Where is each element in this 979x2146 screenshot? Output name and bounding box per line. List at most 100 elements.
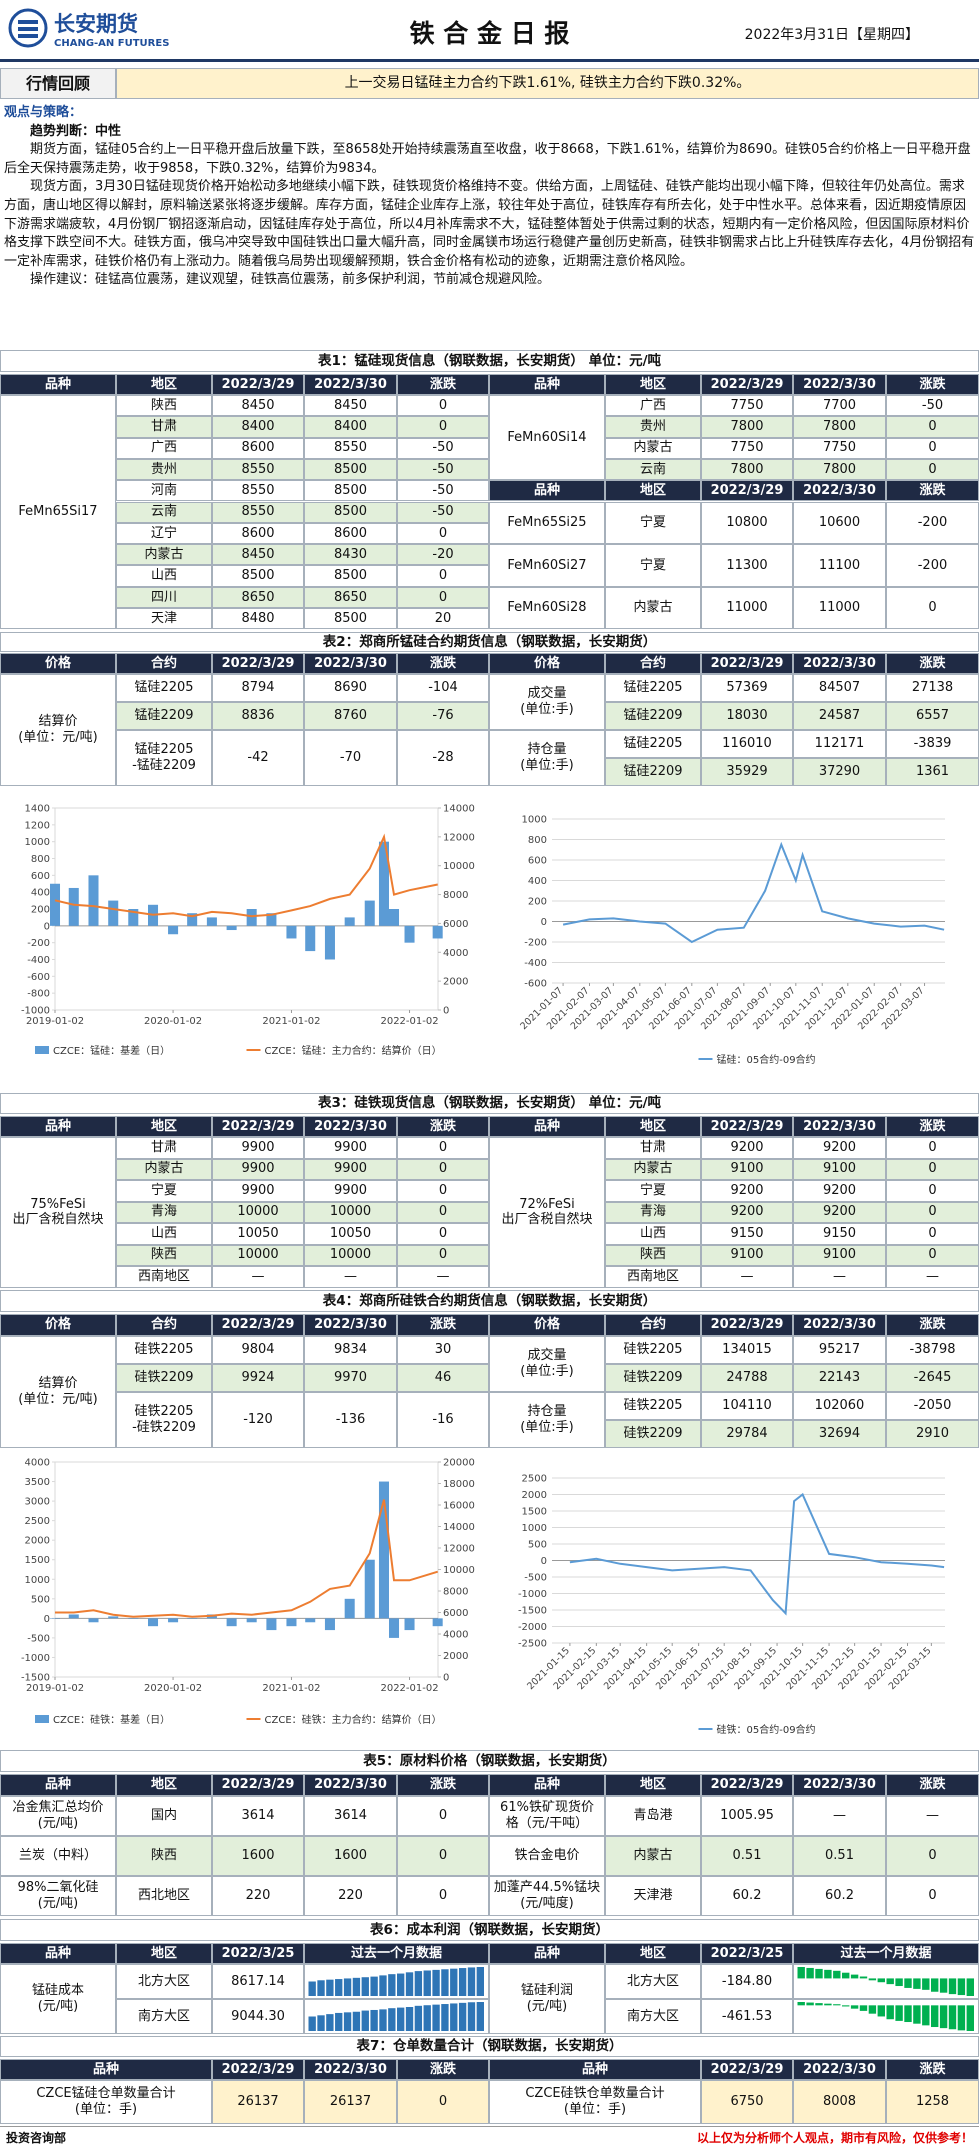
table-header: 品种	[0, 1943, 116, 1964]
value-cell: 天津港	[605, 1876, 701, 1916]
spark-bar	[361, 2010, 369, 2031]
value-cell: 0	[886, 416, 979, 438]
spark-bar	[352, 2011, 361, 2031]
value-cell: 1005.95	[701, 1796, 793, 1836]
bar	[68, 887, 79, 926]
value-cell: 9900	[304, 1158, 397, 1180]
value-cell: 35929	[701, 758, 793, 786]
bar	[246, 1618, 257, 1623]
footer-disclaimer: 以上仅为分析师个人观点，期市有风险，仅供参考！	[696, 2131, 973, 2145]
spark-bar	[370, 1976, 378, 1996]
value-cell: 9150	[793, 1223, 886, 1245]
y-tick-label: 4000	[25, 1458, 50, 1469]
value-cell: 32694	[793, 1420, 886, 1448]
value-cell: 6557	[886, 702, 979, 730]
name-cell: 甘肃	[116, 416, 212, 438]
name-cell: 山西	[116, 1223, 212, 1245]
spark-bar	[966, 1978, 974, 1996]
x-tick-label: 2020-01-02	[144, 1683, 202, 1694]
sparkline-cell	[793, 1999, 979, 2034]
value-cell: 8500	[304, 458, 397, 481]
table-header: 地区	[605, 480, 701, 502]
spark-bar	[824, 2003, 832, 2006]
value-cell: -50	[397, 501, 489, 523]
bar	[378, 841, 389, 926]
name-cell: 内蒙古	[605, 1158, 701, 1180]
logo-english: CHANG-AN FUTURES	[54, 38, 170, 49]
report-title: 铁 合 金 日 报	[409, 19, 570, 48]
value-cell: 8008	[793, 2080, 886, 2124]
chart: -600-400-200020040060080010002021-01-072…	[518, 815, 945, 1066]
value-cell: 1600	[304, 1836, 397, 1876]
y-tick-label: 1500	[522, 1507, 547, 1518]
value-cell: 0	[886, 1180, 979, 1202]
value-cell: -42	[212, 730, 304, 786]
table-header: 品种	[0, 1774, 116, 1796]
table-header: 品种	[489, 374, 605, 395]
value-cell: 11000	[793, 586, 886, 630]
value-cell: 9900	[212, 1137, 304, 1159]
value-cell: 8400	[212, 416, 304, 438]
bar	[378, 1481, 389, 1619]
spark-bar	[850, 1974, 859, 1979]
value-cell: 11300	[701, 544, 793, 587]
y-tick-label: -600	[27, 972, 50, 983]
value-cell: 0	[886, 1201, 979, 1223]
name-cell: 锰硅2205	[605, 730, 701, 758]
y2-tick-label: 2000	[443, 1651, 468, 1662]
name-cell: 西南地区	[116, 1266, 212, 1288]
legend-swatch	[35, 1046, 49, 1054]
value-cell: 西北地区	[116, 1876, 212, 1916]
spark-bar	[886, 2005, 894, 2020]
y-tick-label: -1000	[21, 1653, 50, 1664]
value-cell: 0	[397, 1796, 489, 1836]
value-cell: 116010	[701, 730, 793, 758]
bar	[266, 913, 277, 926]
spark-bar	[458, 2002, 467, 2031]
spark-bar	[308, 1981, 316, 1996]
spark-bar	[957, 1978, 966, 1996]
report-header: 长安期货 CHANG-AN FUTURES 铁 合 金 日 报 2022年3月3…	[0, 0, 979, 62]
spark-bar	[326, 2014, 334, 2031]
value-cell: 9834	[304, 1336, 397, 1364]
value-cell: 7750	[793, 437, 886, 459]
spark-bar	[922, 1978, 930, 1990]
spark-bar	[842, 2005, 850, 2007]
value-cell: 8500	[304, 480, 397, 502]
legend-label: CZCE：硅铁：主力合约：结算价（日）	[265, 1713, 442, 1726]
value-cell: 0	[397, 1180, 489, 1202]
value-cell: —	[886, 1266, 979, 1288]
name-cell: 贵州	[605, 416, 701, 438]
table-header: 品种	[0, 374, 116, 395]
name-cell: 陕西	[605, 1244, 701, 1266]
table-title: 表3：硅铁现货信息（钢联数据，长安期货） 单位：元/吨	[0, 1093, 979, 1114]
value-cell: 9900	[304, 1180, 397, 1202]
name-cell: 青海	[116, 1201, 212, 1223]
value-cell: 8760	[304, 702, 397, 730]
value-cell: 国内	[116, 1796, 212, 1836]
value-cell: -50	[397, 437, 489, 459]
sparkline-cell	[793, 1964, 979, 1999]
y-tick-label: 1400	[25, 804, 50, 815]
spark-bar	[931, 1978, 939, 1992]
chart: -1000 -800 -600 -400 -200 0 200 400 600 800 1000 12…	[21, 804, 475, 1058]
table-header: 2022/3/30	[793, 1116, 886, 1137]
table-header: 涨跌	[397, 374, 489, 395]
line-series	[562, 841, 945, 944]
spark-bar	[441, 1969, 449, 1996]
table-header: 2022/3/29	[212, 653, 304, 674]
name-cell: 硅铁2205	[605, 1336, 701, 1364]
y-tick-label: 0	[541, 917, 547, 928]
row-label: 61%铁矿现货价 格（元/干吨）	[489, 1796, 605, 1836]
table-header: 价格	[0, 1314, 116, 1336]
table-header: 地区	[116, 1774, 212, 1796]
trend-judgement: 趋势判断：中性	[30, 123, 122, 139]
value-cell: 0	[397, 1836, 489, 1876]
table-header: 地区	[116, 374, 212, 395]
row-label: FeMn65Si25	[489, 501, 605, 545]
value-cell: 10000	[304, 1201, 397, 1223]
name-cell: 陕西	[116, 1244, 212, 1266]
value-cell: 9100	[793, 1158, 886, 1180]
spark-bar	[405, 2007, 414, 2031]
value-cell: 0	[397, 522, 489, 545]
